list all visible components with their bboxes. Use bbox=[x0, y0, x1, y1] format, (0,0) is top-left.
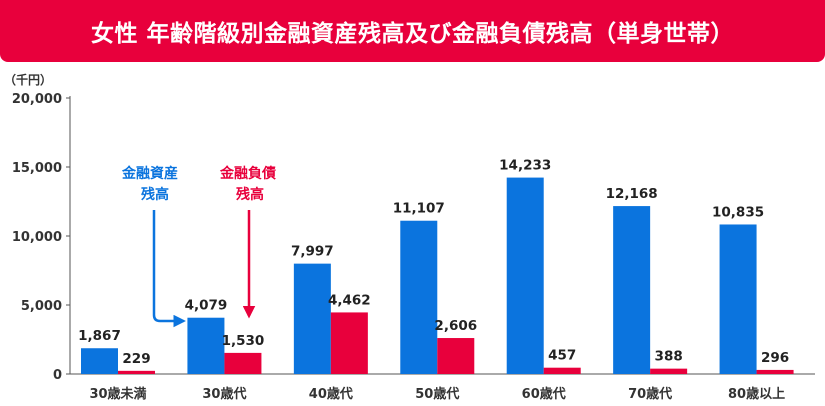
asset-data-label: 4,079 bbox=[185, 298, 228, 314]
debt-data-label: 296 bbox=[761, 350, 789, 366]
asset-data-label: 11,107 bbox=[393, 201, 445, 217]
asset-annotation-line2: 残高 bbox=[141, 186, 169, 203]
debt-bar bbox=[118, 370, 155, 374]
category-label: 30歳代 bbox=[202, 386, 246, 402]
category-label: 80歳以上 bbox=[728, 386, 785, 402]
debt-data-label: 457 bbox=[548, 348, 576, 364]
debt-data-label: 4,462 bbox=[328, 292, 371, 308]
y-axis-unit: （千円） bbox=[4, 72, 52, 87]
y-tick-label: 10,000 bbox=[12, 230, 62, 245]
y-tick-label: 20,000 bbox=[12, 92, 62, 107]
y-tick-label: 5,000 bbox=[21, 299, 62, 314]
asset-data-label: 12,168 bbox=[606, 186, 658, 202]
asset-bar bbox=[293, 263, 331, 374]
asset-bar bbox=[81, 348, 118, 374]
category-label: 70歳代 bbox=[628, 386, 672, 402]
asset-bar bbox=[400, 220, 438, 374]
debt-bar bbox=[224, 352, 262, 374]
debt-bar bbox=[756, 369, 794, 374]
debt-annotation-line2: 残高 bbox=[236, 186, 264, 203]
asset-bar bbox=[187, 317, 225, 374]
title-banner: 女性 年齢階級別金融資産残高及び金融負債残高（単身世帯） bbox=[0, 0, 825, 62]
debt-annotation-line1: 金融負債 bbox=[219, 165, 276, 182]
category-label: 60歳代 bbox=[522, 386, 566, 402]
asset-data-label: 10,835 bbox=[712, 204, 764, 220]
debt-bar bbox=[650, 368, 688, 374]
asset-bar bbox=[613, 206, 651, 374]
debt-bar bbox=[543, 367, 581, 374]
asset-data-label: 14,233 bbox=[499, 158, 551, 174]
category-label: 30歳未満 bbox=[89, 386, 146, 402]
debt-data-label: 388 bbox=[655, 349, 683, 365]
category-label: 50歳代 bbox=[415, 386, 459, 402]
asset-bar bbox=[719, 224, 757, 374]
debt-data-label: 2,606 bbox=[434, 318, 477, 334]
asset-arrow bbox=[152, 210, 186, 328]
category-label: 40歳代 bbox=[309, 386, 353, 402]
debt-bar bbox=[330, 312, 368, 374]
debt-data-label: 1,530 bbox=[222, 333, 265, 349]
asset-data-label: 7,997 bbox=[291, 244, 334, 260]
debt-bar bbox=[437, 338, 475, 374]
asset-data-label: 1,867 bbox=[78, 328, 121, 344]
y-tick-label: 15,000 bbox=[12, 161, 62, 176]
chart-title: 女性 年齢階級別金融資産残高及び金融負債残高（単身世帯） bbox=[90, 21, 734, 47]
asset-annotation-line1: 金融資産 bbox=[121, 165, 178, 182]
debt-data-label: 229 bbox=[122, 351, 150, 367]
y-tick-label: 0 bbox=[53, 368, 62, 383]
asset-bar bbox=[506, 177, 544, 374]
